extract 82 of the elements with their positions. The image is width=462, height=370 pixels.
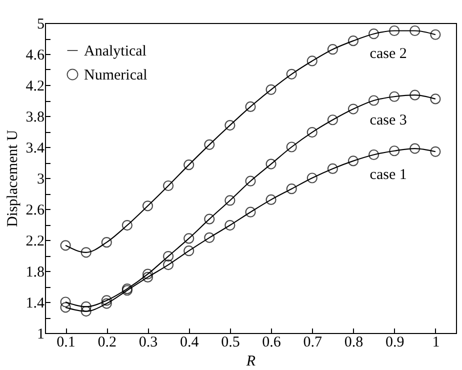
point xyxy=(389,25,400,36)
y-tick-label: 3 xyxy=(37,172,44,188)
point xyxy=(184,233,194,244)
y-axis-title: Displacement U xyxy=(4,130,21,228)
point xyxy=(368,95,380,106)
y-tick-label: 3.8 xyxy=(26,110,44,126)
point xyxy=(163,260,174,270)
point xyxy=(327,163,338,174)
point xyxy=(60,302,71,313)
y-tick-label: 1.8 xyxy=(26,264,44,280)
y-tick-label: 2.2 xyxy=(26,234,44,250)
point xyxy=(142,272,154,282)
point xyxy=(184,246,194,256)
point xyxy=(348,156,359,166)
x-tick-label: 0.3 xyxy=(138,334,158,350)
point xyxy=(163,250,174,262)
point xyxy=(389,91,400,102)
point xyxy=(204,214,215,224)
point xyxy=(306,172,318,184)
point xyxy=(224,120,236,131)
point xyxy=(430,94,441,104)
x-tick-label: 0.4 xyxy=(180,334,200,350)
point xyxy=(266,84,276,95)
point xyxy=(306,126,318,138)
point xyxy=(101,298,112,309)
point xyxy=(80,301,92,312)
point xyxy=(327,44,338,55)
x-tick-label: 1 xyxy=(432,334,440,350)
annotation: case 2 xyxy=(370,46,407,62)
point xyxy=(348,104,359,114)
point xyxy=(204,232,215,243)
annotation: case 3 xyxy=(370,112,407,128)
point xyxy=(410,25,420,36)
x-tick-label: 0.8 xyxy=(344,334,364,350)
point xyxy=(245,101,256,112)
point xyxy=(389,146,400,156)
point xyxy=(60,240,71,251)
y-tick-label: 5 xyxy=(37,16,44,32)
y-tick-label: 4.6 xyxy=(26,48,45,64)
point xyxy=(122,220,132,231)
point xyxy=(286,184,297,194)
legend-label: Numerical xyxy=(84,68,148,84)
point xyxy=(142,200,154,212)
x-tick-label: 0.6 xyxy=(262,334,282,350)
x-tick-label: 0.9 xyxy=(385,334,404,350)
point xyxy=(245,176,256,186)
point xyxy=(80,247,92,258)
point xyxy=(224,195,236,206)
y-tick-label: 1.4 xyxy=(26,296,45,312)
point xyxy=(184,160,194,170)
y-tick-label: 3.4 xyxy=(26,140,45,156)
point xyxy=(224,220,236,231)
y-tick-label: 2.6 xyxy=(26,202,45,218)
point xyxy=(306,56,318,66)
point xyxy=(101,295,112,306)
point xyxy=(163,180,174,192)
x-tick-label: 0.2 xyxy=(98,334,117,350)
annotation: case 1 xyxy=(370,166,407,183)
point xyxy=(368,149,380,160)
x-tick-label: 0.7 xyxy=(303,334,323,350)
legend-label: Analytical xyxy=(84,44,146,60)
point xyxy=(327,114,338,126)
point xyxy=(101,237,112,248)
point xyxy=(348,36,359,46)
point xyxy=(286,142,297,152)
point xyxy=(266,158,276,170)
point xyxy=(430,29,441,40)
point xyxy=(430,146,441,157)
point xyxy=(368,28,380,40)
point xyxy=(80,306,92,317)
point xyxy=(60,296,71,308)
x-tick-label: 0.1 xyxy=(56,334,76,350)
point xyxy=(266,194,276,205)
x-tick-label: 0.5 xyxy=(221,334,240,350)
point xyxy=(142,268,154,280)
point xyxy=(245,206,256,218)
point xyxy=(410,143,420,154)
point xyxy=(204,139,215,150)
point xyxy=(286,68,297,80)
point xyxy=(410,90,420,100)
x-axis-title: R xyxy=(245,354,256,370)
y-tick-label: 4.2 xyxy=(26,78,44,94)
